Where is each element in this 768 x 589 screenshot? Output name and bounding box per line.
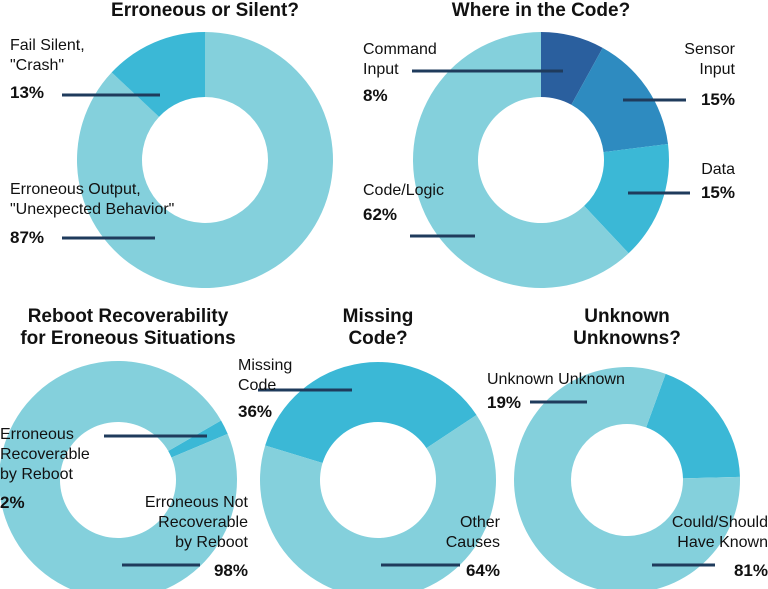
chart-title: Missing Code? [342,306,414,349]
value-label: 8% [363,86,388,105]
value-label: 64% [465,561,500,580]
value-label: 15% [700,183,735,202]
slice-label: Other Causes [445,514,500,551]
chart-title: Unknown Unknowns? [573,306,681,349]
donut-slice [76,32,334,288]
donut-slice [260,415,496,589]
value-label: 98% [213,561,248,580]
donut-slice [646,373,740,479]
donut-slice [265,362,477,464]
slice-label: Could/Should Have Known [671,514,768,551]
slice-label: Erroneous Output, "Unexpected Behavior" [10,181,175,218]
slice-label: Unknown Unknown [487,371,625,388]
value-label: 15% [700,90,735,109]
donut-slice [412,32,629,288]
donut-slice [541,32,603,105]
donut-slice [514,367,740,589]
chart-title: Erroneous or Silent? [111,0,299,21]
donut-slice [0,361,237,589]
slice-label: Erroneous Not Recoverable by Reboot [144,494,248,551]
slice-label: Command Input [363,41,437,78]
value-label: 19% [487,393,522,412]
slice-label: Sensor Input [684,41,735,78]
chart-title: Reboot Recoverability for Eroneous Situa… [20,306,236,349]
donut-slice [111,32,205,117]
slice-label: Data [701,161,735,178]
slice-label: Fail Silent, "Crash" [10,37,85,74]
value-label: 81% [733,561,768,580]
value-label: 2% [0,493,25,512]
donut-slice [584,143,669,254]
value-label: 87% [10,228,45,247]
slice-label: Erroneous Recoverable by Reboot [0,426,90,483]
value-label: 13% [10,83,45,102]
chart-title: Where in the Code? [451,0,631,21]
value-label: 62% [363,205,398,224]
donut-slice [168,420,228,458]
slice-label: Code/Logic [363,182,444,199]
slice-label: Missing Code [238,357,293,394]
donut-slice [571,47,668,153]
value-label: 36% [238,402,273,421]
